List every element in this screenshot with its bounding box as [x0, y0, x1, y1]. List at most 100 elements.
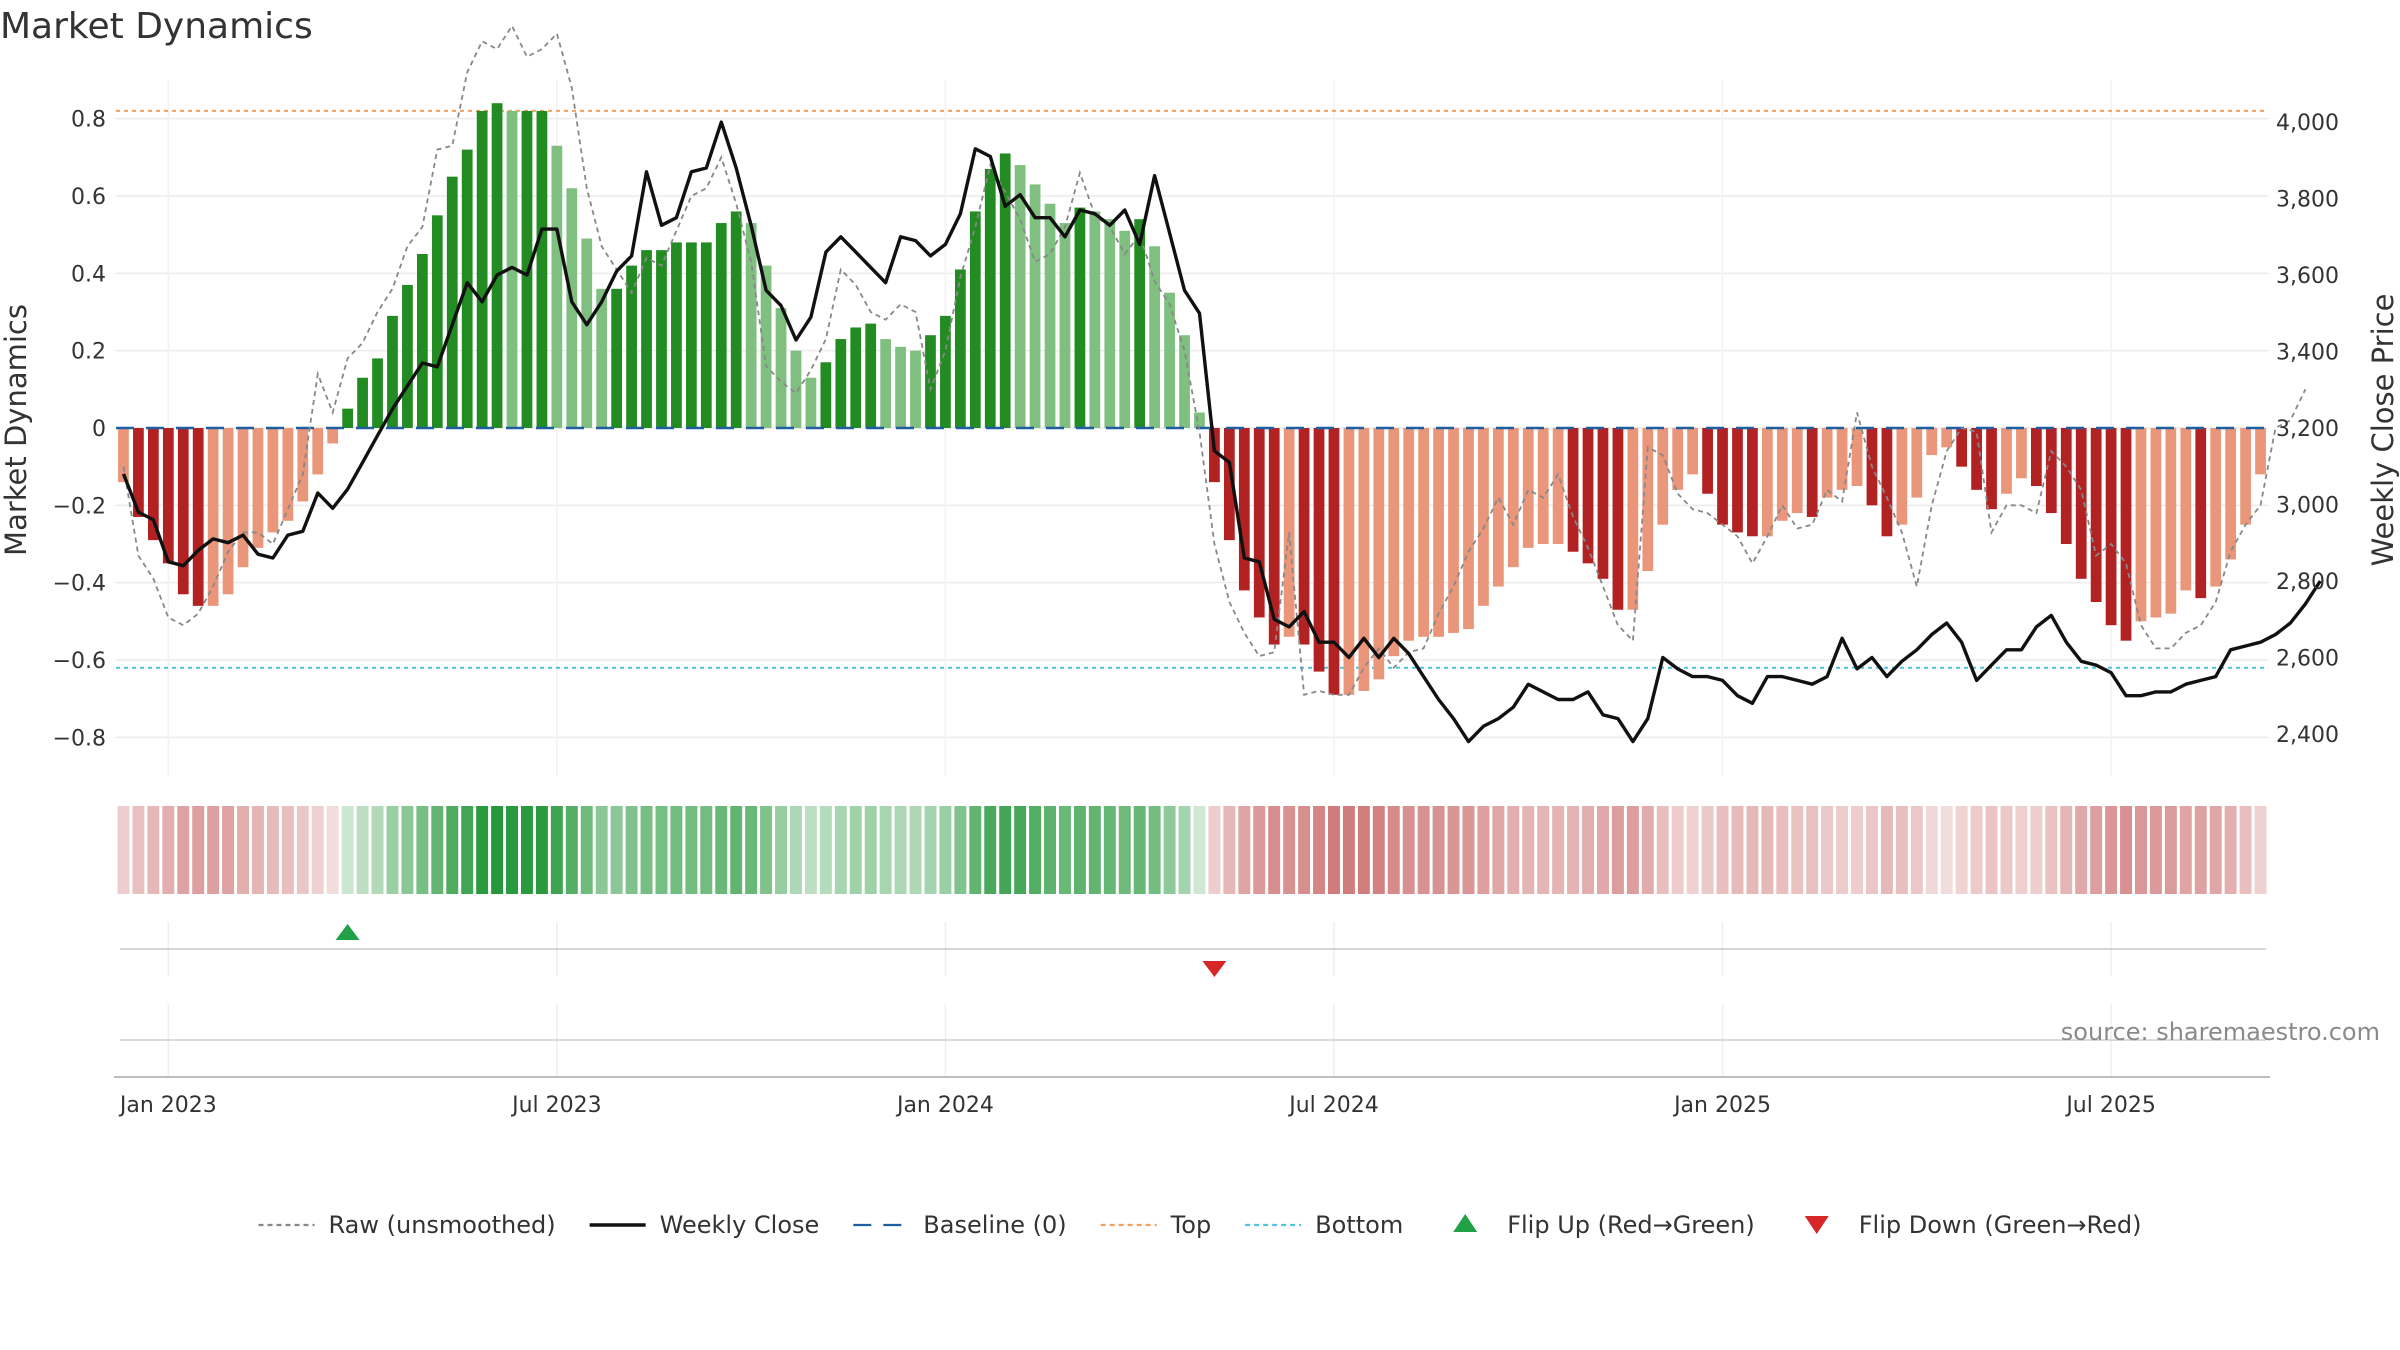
raw-unsmoothed-line: [122, 24, 2307, 696]
heat-cell: [864, 806, 877, 894]
momentum-bar: [491, 103, 503, 428]
momentum-bar: [1597, 428, 1609, 579]
heat-cell: [1746, 806, 1759, 894]
heat-cell: [849, 806, 862, 894]
right-tick-label: 2,400: [2276, 723, 2339, 748]
heat-cell: [1806, 806, 1819, 894]
legend-label: Weekly Close: [660, 1211, 820, 1239]
heat-cell: [999, 806, 1012, 894]
heat-cell: [491, 806, 504, 894]
momentum-bar: [1971, 428, 1982, 490]
momentum-bar: [1358, 428, 1370, 691]
momentum-bar: [835, 339, 847, 428]
momentum-bar: [1104, 219, 1116, 428]
momentum-bar: [2045, 428, 2057, 514]
heat-cell: [117, 806, 130, 894]
heat-cell: [446, 806, 459, 894]
heat-cell: [834, 806, 847, 894]
momentum-bar: [1776, 428, 1788, 521]
momentum-bar: [1881, 428, 1893, 537]
heat-cell: [1044, 806, 1057, 894]
heat-cell: [1582, 806, 1595, 894]
momentum-bar: [1403, 428, 1415, 641]
momentum-bar: [2120, 428, 2132, 641]
left-tick-label: −0.4: [53, 572, 106, 597]
heat-cell: [1402, 806, 1415, 894]
momentum-bar: [805, 377, 817, 428]
heat-cell: [1611, 806, 1624, 894]
heat-cell: [356, 806, 369, 894]
momentum-bar: [611, 288, 623, 428]
left-tick-label: 0.2: [71, 340, 106, 365]
left-tick-label: 0.8: [71, 108, 106, 133]
left-tick-label: 0.6: [71, 185, 106, 210]
x-tick-label: Jul 2025: [2064, 1093, 2156, 1118]
momentum-bar: [820, 362, 832, 428]
momentum-bar: [999, 153, 1011, 428]
momentum-bar: [984, 168, 996, 428]
heat-cell: [775, 806, 788, 894]
heat-cell: [1851, 806, 1864, 894]
heat-cell: [1985, 806, 1998, 894]
momentum-bar: [1418, 428, 1430, 637]
momentum-bar: [1313, 428, 1325, 672]
heat-cell: [1970, 806, 1983, 894]
legend-item-close: Weekly Close: [589, 1211, 820, 1239]
heat-cell: [1327, 806, 1340, 894]
right-tick-label: 3,400: [2276, 341, 2339, 366]
left-tick-label: −0.6: [53, 649, 106, 674]
x-tick-label: Jan 2024: [895, 1093, 994, 1118]
momentum-bar: [1134, 219, 1146, 428]
heat-cell: [2030, 806, 2043, 894]
legend-swatch: [1453, 1214, 1478, 1232]
legend-item-raw: Raw (unsmoothed): [258, 1211, 556, 1239]
momentum-bar: [1343, 428, 1355, 695]
heat-cell: [237, 806, 250, 894]
heat-cell: [909, 806, 922, 894]
momentum-bar: [1253, 428, 1265, 618]
heat-cell: [789, 806, 802, 894]
momentum-bar: [2090, 428, 2102, 602]
heat-cell: [1208, 806, 1221, 894]
heat-cell: [2090, 806, 2103, 894]
momentum-bar: [1761, 428, 1773, 537]
heat-cell: [924, 806, 937, 894]
momentum-bar: [2240, 428, 2251, 525]
flip-down-marker: [1202, 961, 1227, 977]
heat-cell: [1342, 806, 1355, 894]
heat-cell: [2134, 806, 2147, 894]
source-note: source: sharemaestro.com: [2061, 1018, 2380, 1046]
heat-cell: [625, 806, 638, 894]
legend-swatch: [1804, 1216, 1829, 1234]
heat-cell: [1298, 806, 1311, 894]
heat-cell: [1447, 806, 1460, 894]
heat-cell: [2105, 806, 2118, 894]
heat-cell: [1910, 806, 1923, 894]
legend-label: Top: [1170, 1211, 1212, 1239]
heat-cell: [1836, 806, 1849, 894]
momentum-bar: [1687, 428, 1699, 475]
heat-cell: [1058, 806, 1071, 894]
heat-cell: [222, 806, 235, 894]
momentum-bar: [402, 284, 413, 428]
heat-cell: [2209, 806, 2222, 894]
momentum-bar: [775, 308, 787, 428]
momentum-bar: [1896, 428, 1908, 525]
momentum-bar: [177, 428, 189, 595]
momentum-bar: [865, 323, 877, 428]
momentum-bar: [1388, 428, 1400, 657]
heat-cell: [2164, 806, 2177, 894]
heat-cell: [535, 806, 548, 894]
heat-cell: [520, 806, 533, 894]
right-tick-label: 3,000: [2276, 493, 2339, 518]
right-tick-label: 2,600: [2276, 646, 2339, 671]
left-tick-label: −0.8: [53, 726, 106, 751]
heat-cell: [819, 806, 832, 894]
heat-cell: [1103, 806, 1116, 894]
heat-cell: [296, 806, 309, 894]
heat-cell: [1821, 806, 1834, 894]
heat-cell: [1477, 806, 1490, 894]
momentum-bar: [1044, 203, 1056, 428]
momentum-bar: [1298, 428, 1310, 645]
momentum-bar: [910, 350, 921, 428]
